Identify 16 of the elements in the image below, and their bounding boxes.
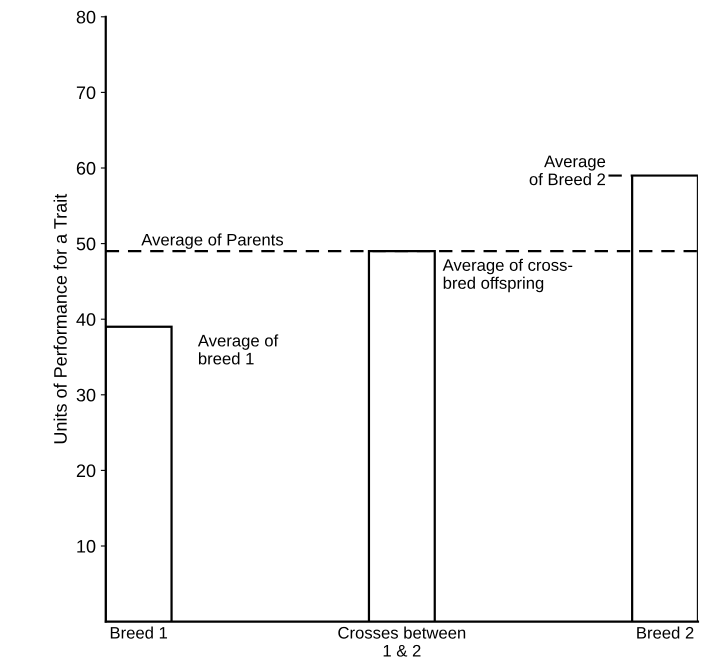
annotation: Average of cross- bred offspring <box>442 258 572 292</box>
annotation: Average of breed 1 <box>198 334 278 365</box>
annotation: Average of Breed 2 <box>530 156 606 186</box>
x-tick-label: Breed 1 <box>110 626 168 639</box>
x-tick-label: Crosses between 1 & 2 <box>338 626 466 657</box>
y-tick-label: 50 <box>76 238 96 250</box>
ref-line-label: Average of Parents <box>141 233 284 249</box>
y-tick-label: 80 <box>76 10 96 24</box>
y-tick-label: 40 <box>76 313 96 326</box>
y-tick-label: 70 <box>76 86 96 100</box>
y-tick-label: 30 <box>76 388 96 402</box>
x-tick-label: Breed 2 <box>637 626 694 639</box>
y-tick-label: 60 <box>76 162 96 175</box>
y-tick-label: 20 <box>76 464 96 478</box>
y-tick-label: 10 <box>77 540 96 553</box>
y-axis-title: Units of Performance for a Trait <box>54 194 67 444</box>
